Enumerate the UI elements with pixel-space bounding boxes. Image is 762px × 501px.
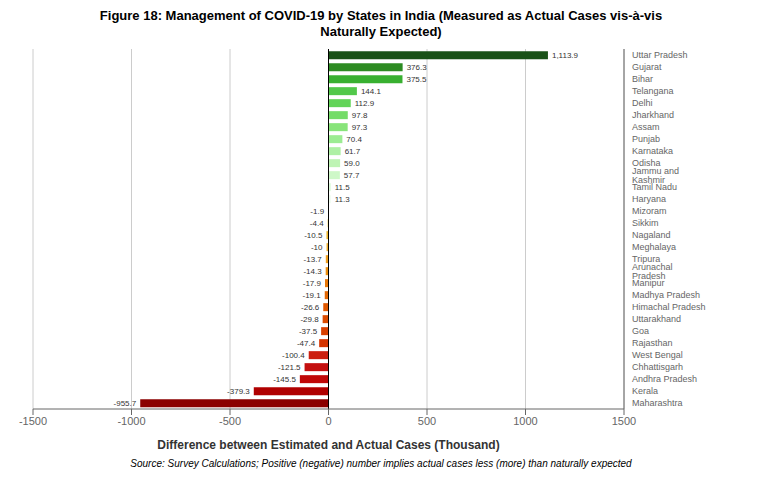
- svg-text:11.3: 11.3: [335, 195, 351, 204]
- svg-text:Bihar: Bihar: [632, 74, 653, 84]
- svg-text:70.4: 70.4: [346, 135, 362, 144]
- svg-text:0: 0: [325, 415, 331, 427]
- svg-text:Haryana: Haryana: [632, 194, 666, 204]
- svg-text:-955.7: -955.7: [114, 399, 137, 408]
- svg-text:Uttar Pradesh: Uttar Pradesh: [632, 50, 688, 60]
- svg-text:Kerala: Kerala: [632, 386, 658, 396]
- svg-text:375.5: 375.5: [406, 75, 427, 84]
- svg-text:Himachal Pradesh: Himachal Pradesh: [632, 302, 706, 312]
- svg-text:Goa: Goa: [632, 326, 649, 336]
- svg-text:97.3: 97.3: [352, 123, 368, 132]
- svg-text:-1.9: -1.9: [310, 207, 324, 216]
- svg-text:1000: 1000: [513, 415, 537, 427]
- svg-text:Mizoram: Mizoram: [632, 206, 667, 216]
- svg-text:-19.1: -19.1: [303, 291, 322, 300]
- svg-text:-100.4: -100.4: [282, 351, 305, 360]
- svg-text:Punjab: Punjab: [632, 134, 660, 144]
- svg-text:Andhra Pradesh: Andhra Pradesh: [632, 374, 697, 384]
- svg-text:97.8: 97.8: [352, 111, 368, 120]
- svg-text:Rajasthan: Rajasthan: [632, 338, 673, 348]
- svg-text:Maharashtra: Maharashtra: [632, 398, 683, 408]
- svg-text:Madhya Pradesh: Madhya Pradesh: [632, 290, 700, 300]
- svg-text:Jharkhand: Jharkhand: [632, 110, 674, 120]
- svg-text:-1000: -1000: [117, 415, 145, 427]
- svg-text:Uttarakhand: Uttarakhand: [632, 314, 681, 324]
- svg-text:-4.4: -4.4: [310, 219, 324, 228]
- svg-text:112.9: 112.9: [355, 99, 375, 108]
- svg-text:-1500: -1500: [19, 415, 47, 427]
- svg-text:Manipur: Manipur: [632, 278, 665, 288]
- svg-text:-37.5: -37.5: [299, 327, 318, 336]
- svg-text:144.1: 144.1: [361, 87, 382, 96]
- svg-text:Assam: Assam: [632, 122, 660, 132]
- svg-text:Gujarat: Gujarat: [632, 62, 662, 72]
- svg-text:-14.3: -14.3: [303, 267, 322, 276]
- svg-text:61.7: 61.7: [345, 147, 361, 156]
- svg-text:1500: 1500: [612, 415, 636, 427]
- svg-text:57.7: 57.7: [344, 171, 360, 180]
- svg-text:-121.5: -121.5: [278, 363, 301, 372]
- svg-text:376.3: 376.3: [407, 63, 428, 72]
- svg-text:Chhattisgarh: Chhattisgarh: [632, 362, 683, 372]
- svg-text:-10.5: -10.5: [304, 231, 323, 240]
- svg-text:-17.9: -17.9: [303, 279, 322, 288]
- svg-text:West Bengal: West Bengal: [632, 350, 683, 360]
- svg-text:-500: -500: [219, 415, 241, 427]
- svg-text:-10: -10: [311, 243, 323, 252]
- svg-text:Delhi: Delhi: [632, 98, 653, 108]
- svg-text:Nagaland: Nagaland: [632, 230, 671, 240]
- svg-text:-379.3: -379.3: [227, 387, 250, 396]
- svg-text:-26.6: -26.6: [301, 303, 320, 312]
- svg-text:Difference between Estimated a: Difference between Estimated and Actual …: [157, 438, 499, 452]
- svg-text:500: 500: [418, 415, 436, 427]
- svg-text:Karnataka: Karnataka: [632, 146, 673, 156]
- svg-text:Meghalaya: Meghalaya: [632, 242, 676, 252]
- svg-text:Sikkim: Sikkim: [632, 218, 659, 228]
- svg-text:1,113.9: 1,113.9: [552, 51, 579, 60]
- svg-text:-29.8: -29.8: [300, 315, 319, 324]
- svg-text:59.0: 59.0: [344, 159, 360, 168]
- svg-text:-13.7: -13.7: [304, 255, 323, 264]
- svg-text:Tamil Nadu: Tamil Nadu: [632, 182, 677, 192]
- svg-text:-47.4: -47.4: [297, 339, 316, 348]
- svg-text:11.5: 11.5: [335, 183, 351, 192]
- svg-text:Telangana: Telangana: [632, 86, 674, 96]
- svg-text:-145.5: -145.5: [273, 375, 296, 384]
